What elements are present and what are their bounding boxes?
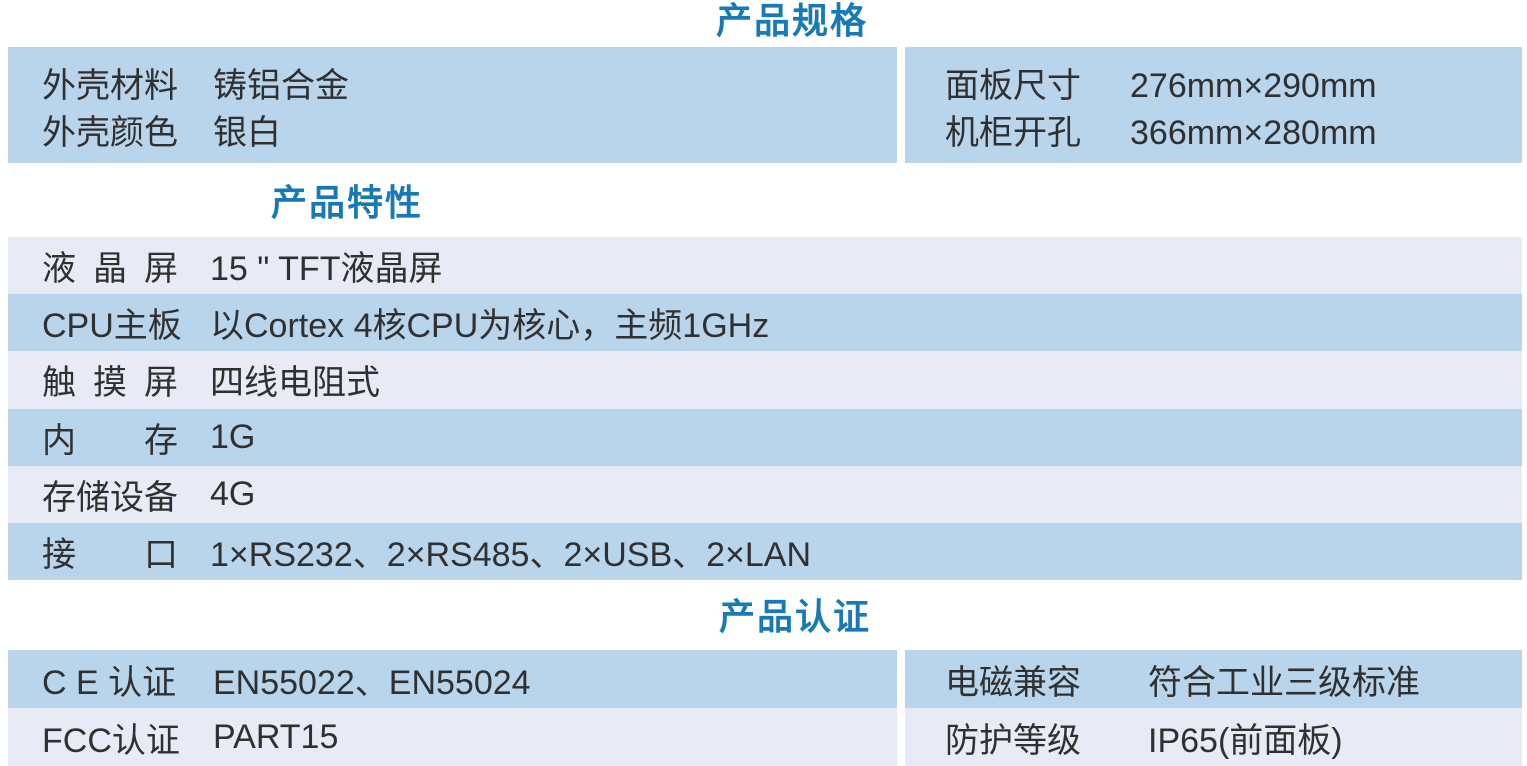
row-value: 以Cortex 4核CPU为核心，主频1GHz [210, 307, 770, 346]
table-row: 接 口 1×RS232、2×RS485、2×USB、2×LAN [8, 522, 1522, 581]
table-row: 电磁兼容 符合工业三级标准 [905, 650, 1522, 708]
table-row: 外壳颜色 银白 [8, 110, 897, 157]
row-label: 防护等级 [945, 721, 1081, 760]
features-table: 液 晶 屏 15 " TFT液晶屏 CPU主板 以Cortex 4核CPU为核心，主… [8, 237, 1522, 581]
table-row: 面板尺寸 276mm×290mm [905, 63, 1522, 110]
table-row: 外壳材料 铸铝合金 [8, 63, 897, 110]
row-value: 铸铝合金 [213, 67, 349, 105]
row-value: 1G [210, 417, 256, 456]
row-label: 内 存 [42, 421, 178, 460]
spec-right-block: 面板尺寸 276mm×290mm 机柜开孔 366mm×280mm [905, 47, 1522, 163]
row-value: 符合工业三级标准 [1148, 663, 1420, 702]
cert-left-block: C E 认证 EN55022、EN55024 FCC认证 PART15 [8, 650, 897, 766]
row-label: 液 晶 屏 [42, 250, 178, 289]
table-row: 触 摸 屏四线电阻式 [8, 351, 1522, 409]
row-value: PART15 [213, 717, 339, 756]
row-value: 366mm×280mm [1130, 114, 1377, 152]
row-label: 存储设备 [42, 478, 178, 517]
row-label: 触 摸 屏 [42, 364, 178, 403]
table-row: 存储设备 4G [8, 465, 1522, 523]
row-value: 银白 [213, 114, 281, 152]
table-row: 机柜开孔 366mm×280mm [905, 110, 1522, 157]
row-value: IP65(前面板) [1148, 721, 1343, 760]
row-label: 机柜开孔 [945, 114, 1081, 152]
section-title-certifications: 产品认证 [719, 596, 872, 637]
row-label: C E 认证 [42, 663, 177, 702]
table-row: 内 存 1G [8, 408, 1522, 466]
table-row: 液 晶 屏 15 " TFT液晶屏 [8, 237, 1522, 295]
row-value: 四线电阻式 [210, 364, 380, 403]
row-label: CPU主板 [42, 307, 182, 346]
row-label: 外壳颜色 [42, 114, 178, 152]
row-label: 电磁兼容 [945, 663, 1081, 702]
row-label: 面板尺寸 [945, 67, 1081, 105]
row-label: 外壳材料 [42, 67, 178, 105]
row-value: 4G [210, 474, 256, 513]
table-row: C E 认证 EN55022、EN55024 [8, 650, 897, 708]
row-value: EN55022、EN55024 [213, 663, 531, 702]
row-label: FCC认证 [42, 721, 180, 760]
row-label: 接 口 [42, 535, 178, 574]
spec-left-block: 外壳材料 铸铝合金 外壳颜色 银白 [8, 47, 897, 163]
cert-right-block: 电磁兼容 符合工业三级标准 防护等级 IP65(前面板) [905, 650, 1522, 766]
section-title-features: 产品特性 [271, 182, 424, 223]
section-title-specifications: 产品规格 [716, 0, 869, 41]
row-value: 1×RS232、2×RS485、2×USB、2×LAN [210, 535, 812, 574]
table-row: 防护等级 IP65(前面板) [905, 708, 1522, 766]
table-row: CPU主板 以Cortex 4核CPU为核心，主频1GHz [8, 294, 1522, 352]
row-value: 15 " TFT液晶屏 [210, 250, 443, 289]
row-value: 276mm×290mm [1130, 67, 1377, 105]
table-row: FCC认证 PART15 [8, 708, 897, 766]
